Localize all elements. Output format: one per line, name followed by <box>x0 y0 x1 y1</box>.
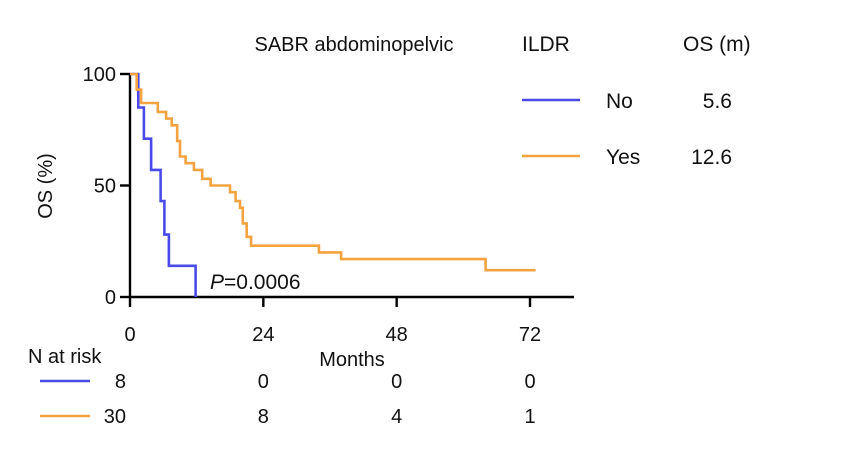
risk-count-yes: 30 <box>104 406 126 428</box>
legend-label-no: No <box>606 90 633 113</box>
legend-label-yes: Yes <box>606 146 640 169</box>
p-value-annotation: P=0.0006 <box>210 271 301 294</box>
legend-median-yes: 12.6 <box>691 146 732 169</box>
risk-count-no: 0 <box>258 371 269 393</box>
legend-median-no: 5.6 <box>703 90 732 113</box>
p-value-text: =0.0006 <box>224 271 301 294</box>
y-tick-label: 100 <box>83 64 116 86</box>
risk-count-yes: 8 <box>258 406 269 428</box>
risk-table-label: N at risk <box>28 346 102 368</box>
legend-value-header: OS (m) <box>683 33 751 56</box>
survival-curves <box>130 72 536 297</box>
y-tick-label: 50 <box>94 176 116 198</box>
y-tick-label: 0 <box>105 287 116 309</box>
legend: ILDR OS (m) No 5.6 Yes 12.6 <box>522 33 751 169</box>
p-value-symbol: P <box>210 271 224 294</box>
x-tick-label: 24 <box>252 324 274 346</box>
y-axis-label: OS (%) <box>35 153 57 219</box>
risk-count-yes: 1 <box>524 406 535 428</box>
x-tick-label: 72 <box>519 324 541 346</box>
x-axis-label: Months <box>319 349 385 371</box>
x-tick-label: 48 <box>386 324 408 346</box>
risk-count-no: 0 <box>524 371 535 393</box>
risk-count-yes: 4 <box>391 406 402 428</box>
legend-group-header: ILDR <box>522 33 570 56</box>
series-line-yes <box>130 72 536 272</box>
x-tick-label: 0 <box>124 324 135 346</box>
risk-table: N at risk 8 0 0 0 30 8 4 1 <box>28 346 536 428</box>
axis-ticks: 0 24 48 72 0 50 100 <box>83 64 542 346</box>
risk-count-no: 0 <box>391 371 402 393</box>
series-line-no <box>130 72 197 297</box>
risk-count-no: 8 <box>115 371 126 393</box>
chart-title: SABR abdominopelvic <box>255 34 454 56</box>
